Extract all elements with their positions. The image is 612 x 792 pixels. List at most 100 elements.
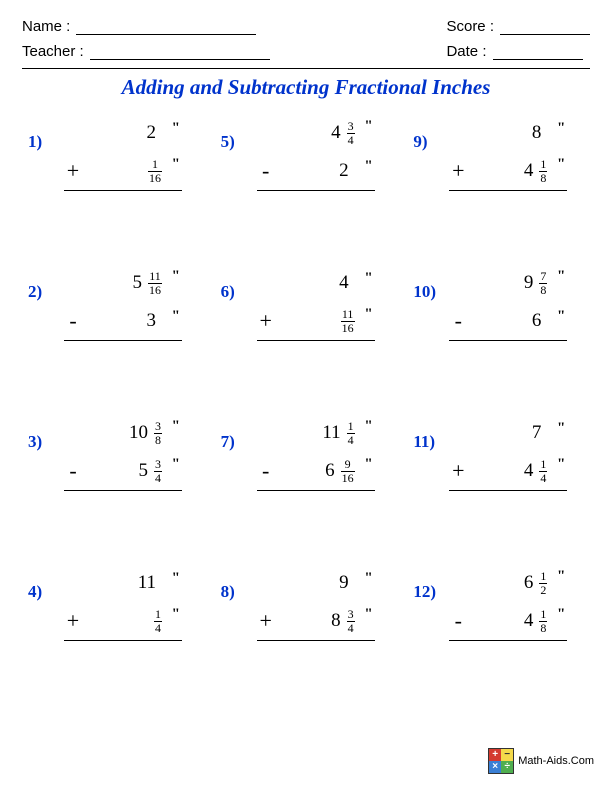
operand-bottom: -6" <box>449 302 567 340</box>
whole-number: 6 <box>532 310 542 332</box>
problem-number: 7) <box>221 432 235 452</box>
denominator: 16 <box>148 283 162 297</box>
denominator: 4 <box>347 621 355 635</box>
fraction: 34 <box>347 608 355 634</box>
teacher-blank[interactable] <box>90 44 270 60</box>
operand-bottom: - 534 " <box>64 452 182 490</box>
fraction: 12 <box>539 570 547 596</box>
operand-bottom: -6916" <box>257 452 375 490</box>
name-label: Name : <box>22 18 70 35</box>
fraction: 34 <box>154 458 162 484</box>
operand-bottom: +418" <box>449 152 567 190</box>
operator: - <box>64 458 82 484</box>
operand-top: 2" <box>64 114 182 152</box>
date-blank[interactable] <box>493 44 583 60</box>
answer-line <box>64 490 182 491</box>
whole-number: 4 <box>339 272 349 294</box>
problem-number: 10) <box>413 282 436 302</box>
problem-11: 8)9"+834" <box>215 560 398 710</box>
numerator: 1 <box>540 458 546 471</box>
inch-mark: " <box>364 456 372 473</box>
inch-mark: " <box>364 418 372 435</box>
logo-cell: − <box>501 749 513 761</box>
numerator: 3 <box>155 420 161 433</box>
operand-bottom: -418" <box>449 602 567 640</box>
problem-3: 9)8"+418" <box>407 110 590 260</box>
date-field: Date : <box>446 43 590 60</box>
problem-number: 2) <box>28 282 42 302</box>
numerator: 1 <box>348 420 354 433</box>
whole-number: 4 <box>331 122 341 144</box>
denominator: 16 <box>341 321 355 335</box>
denominator: 16 <box>148 171 162 185</box>
fraction: 38 <box>154 420 162 446</box>
problem-1: 1)2"+116" <box>22 110 205 260</box>
fraction: 1116 <box>341 308 355 334</box>
logo-cell: × <box>489 761 501 773</box>
whole-number: 5 <box>139 460 149 482</box>
inch-mark: " <box>172 456 180 473</box>
operator: + <box>257 308 275 334</box>
problem-number: 12) <box>413 582 436 602</box>
inch-mark: " <box>557 268 565 285</box>
denominator: 4 <box>154 471 162 485</box>
whole-number: 6 <box>524 572 534 594</box>
answer-line <box>449 190 567 191</box>
inch-mark: " <box>557 120 565 137</box>
worksheet-title: Adding and Subtracting Fractional Inches <box>22 75 590 100</box>
problem-6: 10)978"-6" <box>407 260 590 410</box>
problem-2: 5)434"-2" <box>215 110 398 260</box>
whole-number: 10 <box>129 422 148 444</box>
problem-9: 11) 7"+414" <box>407 410 590 560</box>
problem-7: 3)1038"-534" <box>22 410 205 560</box>
operand-bottom: +1116" <box>257 302 375 340</box>
inch-mark: " <box>364 270 372 287</box>
operand-bottom: +834" <box>257 602 375 640</box>
operator: + <box>449 458 467 484</box>
numerator: 1 <box>540 158 546 171</box>
denominator: 8 <box>539 171 547 185</box>
numerator: 3 <box>155 458 161 471</box>
operand-bottom: -2" <box>257 152 375 190</box>
operand-top: 612" <box>449 564 567 602</box>
problem-4: 2) 5 1116 "-3" <box>22 260 205 410</box>
operand-top: 7" <box>449 414 567 452</box>
fraction: 1116 <box>148 270 162 296</box>
problem-number: 4) <box>28 582 42 602</box>
operand-bottom: +414" <box>449 452 567 490</box>
problem-number: 6) <box>221 282 235 302</box>
operand-bottom: -3" <box>64 302 182 340</box>
numerator: 11 <box>149 270 161 283</box>
denominator: 8 <box>539 283 547 297</box>
operand-bottom: +14" <box>64 602 182 640</box>
operator: + <box>257 608 275 634</box>
answer-line <box>64 190 182 191</box>
whole-number: 5 <box>133 272 143 294</box>
operator: - <box>449 608 467 634</box>
answer-line <box>257 640 375 641</box>
inch-mark: " <box>172 156 180 173</box>
inch-mark: " <box>172 120 180 137</box>
inch-mark: " <box>172 308 180 325</box>
inch-mark: " <box>557 156 565 173</box>
numerator: 3 <box>348 120 354 133</box>
denominator: 4 <box>154 621 162 635</box>
whole-number: 11 <box>138 572 156 594</box>
name-blank[interactable] <box>76 19 256 35</box>
problem-8: 7)1114"-6916" <box>215 410 398 560</box>
inch-mark: " <box>557 456 565 473</box>
operand-top: 4" <box>257 264 375 302</box>
denominator: 2 <box>539 583 547 597</box>
score-label: Score : <box>446 18 494 35</box>
operand-top: 9" <box>257 564 375 602</box>
problem-number: 11) <box>413 432 435 452</box>
score-blank[interactable] <box>500 19 590 35</box>
problem-number: 1) <box>28 132 42 152</box>
denominator: 16 <box>341 471 355 485</box>
answer-line <box>64 340 182 341</box>
fraction: 18 <box>539 158 547 184</box>
operand-top: 8" <box>449 114 567 152</box>
operator: + <box>64 608 82 634</box>
operand-bottom: +116" <box>64 152 182 190</box>
numerator: 1 <box>155 608 161 621</box>
